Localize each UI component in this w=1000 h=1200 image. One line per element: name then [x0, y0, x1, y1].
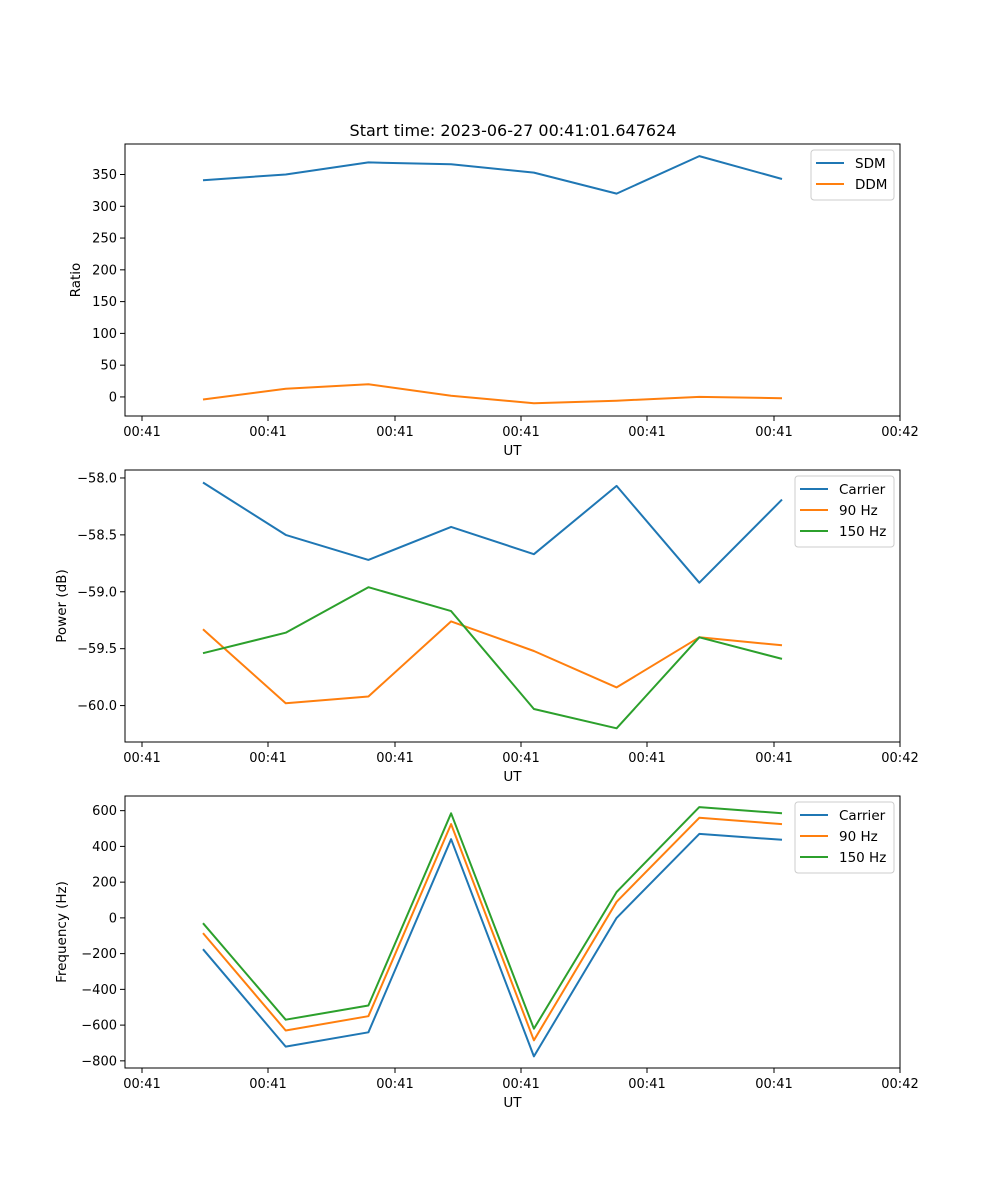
y-tick-label: −800 [81, 1054, 117, 1069]
series-line-150-hz [202, 806, 783, 1030]
legend-entry-label: DDM [855, 177, 887, 193]
y-tick-label: −60.0 [77, 699, 117, 714]
legend-entry-label: 90 Hz [839, 829, 878, 845]
x-axis-label: UT [503, 1095, 522, 1111]
legend-box [794, 475, 895, 548]
y-tick-label: 250 [92, 232, 117, 247]
chart-panel-2: 00:41 00:41 00:41 00:41 00:41 00:41 00:42 −58.0… [54, 469, 919, 785]
x-tick-label: 00:41 [376, 425, 413, 440]
x-tick-label: 00:42 [881, 751, 918, 766]
series-line-ddm [202, 383, 783, 405]
y-tick-label: 400 [92, 840, 117, 855]
x-tick-label: 00:41 [123, 1077, 160, 1092]
series-line-sdm [202, 155, 783, 195]
y-axis-label: Power (dB) [54, 569, 70, 642]
y-tick-label: −58.0 [77, 471, 117, 486]
legend-entry-label: 90 Hz [839, 503, 878, 519]
axes-frame [124, 795, 901, 1069]
legend-box [794, 801, 895, 874]
series-line-90-hz [202, 816, 783, 1042]
y-axis-label: Ratio [68, 263, 84, 298]
legend-entry-label: SDM [855, 156, 886, 172]
x-tick-label: 00:41 [502, 751, 539, 766]
axes-frame [124, 143, 901, 417]
legend: Carrier 90 Hz 150 Hz [794, 801, 895, 874]
x-tick-label: 00:41 [376, 751, 413, 766]
legend-entry-label: Carrier [839, 808, 886, 824]
legend: SDM DDM [810, 149, 895, 201]
figure-title: Start time: 2023-06-27 00:41:01.647624 [350, 121, 677, 140]
x-axis-label: UT [503, 443, 522, 459]
y-tick-label: 600 [92, 804, 117, 819]
y-tick-label: 350 [92, 168, 117, 183]
x-tick-label: 00:41 [249, 751, 286, 766]
series-line-carrier [202, 481, 783, 584]
x-tick-label: 00:41 [376, 1077, 413, 1092]
y-tick-label: 150 [92, 295, 117, 310]
y-tick-label: −600 [81, 1019, 117, 1034]
x-tick-label: 00:41 [755, 751, 792, 766]
x-tick-label: 00:41 [249, 1077, 286, 1092]
y-tick-label: 50 [100, 359, 117, 374]
y-tick-label: −59.5 [77, 642, 117, 657]
series-line-carrier [202, 832, 783, 1058]
legend-entry-label: Carrier [839, 482, 886, 498]
y-tick-label: 0 [109, 911, 117, 926]
x-tick-label: 00:41 [249, 425, 286, 440]
legend-entry-label: 150 Hz [839, 850, 886, 866]
y-tick-label: 200 [92, 876, 117, 891]
axes-frame [124, 469, 901, 743]
x-tick-label: 00:42 [881, 1077, 918, 1092]
y-axis-label: Frequency (Hz) [54, 881, 70, 983]
x-axis-label: UT [503, 769, 522, 785]
x-tick-label: 00:41 [123, 425, 160, 440]
x-tick-label: 00:41 [628, 1077, 665, 1092]
series-line-150-hz [202, 586, 783, 730]
y-tick-label: −58.5 [77, 528, 117, 543]
chart-panel-3: 00:41 00:41 00:41 00:41 00:41 00:41 00:42 600 40… [54, 795, 919, 1111]
x-tick-label: 00:42 [881, 425, 918, 440]
y-tick-label: 200 [92, 263, 117, 278]
x-tick-label: 00:41 [755, 1077, 792, 1092]
y-tick-label: −59.0 [77, 585, 117, 600]
y-tick-label: 100 [92, 327, 117, 342]
x-tick-label: 00:41 [123, 751, 160, 766]
chart-panel-1: 00:41 00:41 00:41 00:41 00:41 00:41 00:42 0 50 10… [68, 143, 919, 459]
y-tick-label: 300 [92, 200, 117, 215]
x-tick-label: 00:41 [755, 425, 792, 440]
x-tick-label: 00:41 [502, 1077, 539, 1092]
x-tick-label: 00:41 [628, 751, 665, 766]
legend-entry-label: 150 Hz [839, 524, 886, 540]
y-tick-label: −200 [81, 947, 117, 962]
y-tick-label: −400 [81, 983, 117, 998]
x-tick-label: 00:41 [628, 425, 665, 440]
x-tick-label: 00:41 [502, 425, 539, 440]
legend: Carrier 90 Hz 150 Hz [794, 475, 895, 548]
y-tick-label: 0 [109, 390, 117, 405]
series-line-90-hz [202, 620, 783, 705]
